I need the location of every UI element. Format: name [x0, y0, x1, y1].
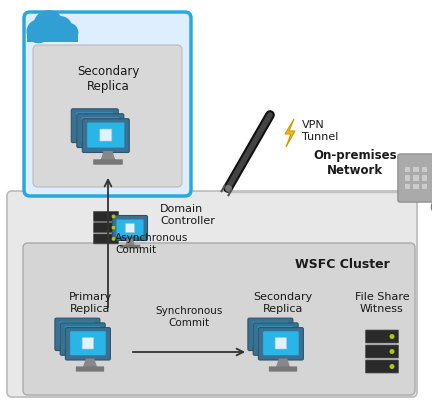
FancyBboxPatch shape	[126, 223, 134, 232]
FancyBboxPatch shape	[26, 31, 77, 42]
FancyBboxPatch shape	[60, 323, 105, 355]
FancyBboxPatch shape	[117, 219, 143, 236]
FancyBboxPatch shape	[365, 360, 398, 373]
Text: Primary
Replica: Primary Replica	[68, 292, 111, 314]
FancyBboxPatch shape	[365, 330, 398, 343]
FancyBboxPatch shape	[404, 183, 410, 189]
Circle shape	[390, 364, 394, 369]
Circle shape	[33, 10, 64, 41]
Text: Domain
Controller: Domain Controller	[160, 204, 215, 226]
FancyBboxPatch shape	[422, 166, 428, 173]
FancyBboxPatch shape	[77, 114, 124, 147]
FancyBboxPatch shape	[248, 318, 293, 351]
FancyBboxPatch shape	[93, 234, 118, 244]
Text: On-premises
Network: On-premises Network	[313, 149, 397, 177]
FancyBboxPatch shape	[33, 45, 182, 187]
FancyBboxPatch shape	[258, 328, 303, 360]
Circle shape	[111, 226, 115, 229]
FancyBboxPatch shape	[404, 175, 410, 181]
FancyBboxPatch shape	[82, 337, 94, 349]
FancyBboxPatch shape	[65, 328, 111, 360]
Circle shape	[431, 199, 432, 215]
FancyBboxPatch shape	[89, 119, 101, 131]
FancyBboxPatch shape	[365, 345, 398, 358]
FancyBboxPatch shape	[87, 122, 124, 147]
FancyBboxPatch shape	[71, 109, 118, 143]
FancyBboxPatch shape	[413, 166, 419, 173]
Circle shape	[390, 349, 394, 354]
FancyBboxPatch shape	[258, 326, 293, 351]
FancyBboxPatch shape	[422, 183, 428, 189]
FancyBboxPatch shape	[94, 124, 106, 136]
Text: Secondary
Replica: Secondary Replica	[254, 292, 313, 314]
FancyBboxPatch shape	[275, 337, 287, 349]
FancyBboxPatch shape	[70, 331, 106, 355]
FancyBboxPatch shape	[93, 223, 118, 233]
FancyBboxPatch shape	[413, 183, 419, 189]
Polygon shape	[125, 239, 135, 246]
Text: File Share
Witness: File Share Witness	[355, 292, 409, 314]
Text: WSFC Cluster: WSFC Cluster	[295, 258, 390, 271]
FancyBboxPatch shape	[422, 175, 428, 181]
FancyBboxPatch shape	[398, 154, 432, 202]
Text: Asynchronous
Commit: Asynchronous Commit	[115, 233, 188, 255]
Circle shape	[111, 215, 115, 218]
FancyBboxPatch shape	[7, 191, 417, 397]
FancyBboxPatch shape	[24, 12, 191, 196]
FancyBboxPatch shape	[270, 333, 281, 344]
FancyBboxPatch shape	[60, 322, 95, 346]
FancyBboxPatch shape	[253, 322, 288, 346]
FancyBboxPatch shape	[93, 159, 123, 165]
Circle shape	[26, 19, 50, 43]
Circle shape	[390, 334, 394, 339]
FancyBboxPatch shape	[404, 166, 410, 173]
Polygon shape	[83, 358, 97, 368]
FancyBboxPatch shape	[76, 113, 113, 138]
FancyBboxPatch shape	[263, 331, 299, 355]
FancyBboxPatch shape	[83, 119, 129, 152]
FancyBboxPatch shape	[100, 129, 112, 141]
FancyBboxPatch shape	[253, 323, 298, 355]
FancyBboxPatch shape	[265, 328, 276, 340]
Circle shape	[111, 237, 115, 241]
Circle shape	[60, 23, 78, 42]
Polygon shape	[276, 358, 290, 368]
Circle shape	[48, 16, 73, 40]
FancyBboxPatch shape	[112, 215, 147, 240]
FancyBboxPatch shape	[65, 326, 101, 351]
FancyBboxPatch shape	[72, 328, 83, 340]
FancyBboxPatch shape	[76, 366, 104, 372]
FancyBboxPatch shape	[413, 175, 419, 181]
FancyBboxPatch shape	[23, 243, 415, 395]
FancyBboxPatch shape	[120, 245, 140, 248]
FancyBboxPatch shape	[82, 118, 119, 143]
Text: Secondary
Replica: Secondary Replica	[77, 65, 139, 93]
Text: VPN
Tunnel: VPN Tunnel	[302, 120, 338, 141]
Polygon shape	[100, 151, 116, 161]
FancyBboxPatch shape	[55, 318, 100, 351]
FancyBboxPatch shape	[77, 333, 89, 344]
Polygon shape	[285, 119, 295, 147]
FancyBboxPatch shape	[93, 211, 118, 221]
Text: Synchronous
Commit: Synchronous Commit	[156, 306, 222, 328]
FancyBboxPatch shape	[269, 366, 297, 372]
